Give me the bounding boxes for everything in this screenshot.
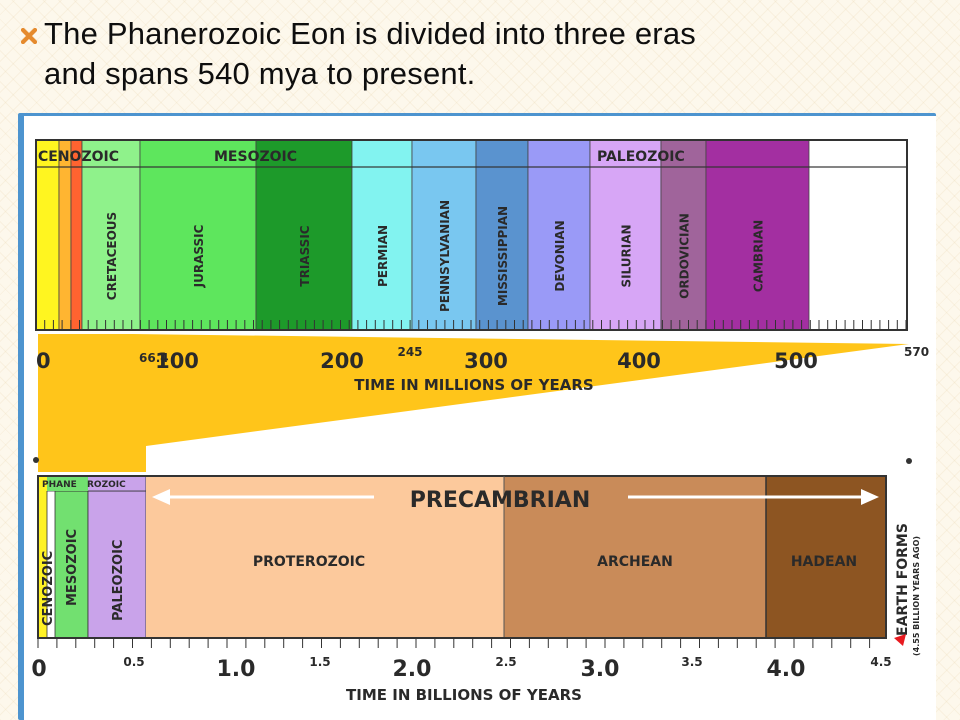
period-bar-cenozoic-1: [58, 139, 72, 331]
bullet-point: The Phanerozoic Eon is divided into thre…: [18, 14, 918, 94]
period-label-mississippian: MISSISSIPPIAN: [496, 206, 510, 306]
phanerozoic-header-green: [38, 476, 88, 491]
bullet-text: The Phanerozoic Eon is divided into thre…: [44, 14, 696, 94]
bullet-text-line-1: The Phanerozoic Eon is divided into thre…: [44, 16, 696, 51]
era-label-cenozoic: CENOZOIC: [38, 149, 119, 165]
top-tick-0: 0: [36, 349, 51, 373]
period-bar-silurian: [589, 139, 662, 331]
precambrian-arrowhead-left: [152, 489, 170, 505]
bottom-cenozoic-label: CENOZOIC: [41, 551, 56, 626]
bottom-proterozoic-bar: [146, 476, 504, 638]
bottom-tick-3-0: 3.0: [581, 657, 620, 682]
bottom-tick-2-5: 2.5: [495, 655, 516, 669]
proterozoic-label: PROTEROZOIC: [253, 554, 365, 570]
period-label-permian: PERMIAN: [376, 225, 390, 287]
top-period-labels: CRETACEOUS JURASSIC TRIASSIC PERMIAN PENNSYL…: [105, 200, 766, 312]
top-tick-500: 500: [774, 349, 818, 373]
bottom-timescale: PHANE ROZOIC PRECAMBRIAN PROTEROZOIC ARC…: [31, 475, 921, 704]
bottom-mesozoic-label: MESOZOIC: [65, 529, 80, 606]
bottom-tick-4-5: 4.5: [870, 655, 891, 669]
bottom-tick-0-5: 0.5: [123, 655, 144, 669]
top-tick-100: 100: [155, 349, 199, 373]
bottom-paleozoic-label: PALEOZOIC: [111, 540, 126, 621]
top-timescale: CENOZOIC MESOZOIC PALEOZOIC CRETACEOUS JU…: [35, 139, 929, 394]
period-bar-cenozoic-0: [35, 139, 60, 331]
top-era-header: [35, 139, 908, 168]
era-label-paleozoic: PALEOZOIC: [597, 149, 685, 165]
bottom-tick-0: 0: [31, 657, 46, 682]
bottom-tick-1-5: 1.5: [309, 655, 330, 669]
top-tick-66-4: 66.4: [139, 351, 169, 365]
period-label-jurassic: JURASSIC: [192, 224, 206, 288]
bottom-tick-4-0: 4.0: [767, 657, 806, 682]
bottom-mesozoic-bar: [54, 490, 89, 639]
top-axis-ticks: [35, 320, 907, 330]
period-label-silurian: SILURIAN: [620, 224, 634, 287]
period-label-cambrian: CAMBRIAN: [752, 220, 766, 292]
bullet-text-line-2: and spans 540 mya to present.: [44, 56, 476, 91]
earth-forms-sublabel: (4.55 BILLION YEARS AGO): [912, 536, 921, 656]
bottom-hadean-bar: [766, 476, 886, 638]
top-tick-300: 300: [464, 349, 508, 373]
top-axis-title: TIME IN MILLIONS OF YEARS: [354, 376, 593, 394]
period-bar-cenozoic-2: [70, 139, 83, 331]
phanerozoic-header-label-b: ROZOIC: [87, 480, 126, 490]
period-label-triassic: TRIASSIC: [298, 225, 312, 286]
bottom-axis-ticks: [37, 638, 871, 648]
period-label-pennsylvanian: PENNSYLVANIAN: [438, 200, 452, 312]
period-label-cretaceous: CRETACEOUS: [105, 212, 119, 300]
top-period-bars: [35, 139, 810, 331]
geologic-time-diagram: CENOZOIC MESOZOIC PALEOZOIC CRETACEOUS JU…: [24, 116, 936, 720]
period-bar-mississippian: [475, 139, 529, 331]
hadean-label: HADEAN: [791, 554, 857, 570]
top-tick-245: 245: [397, 345, 422, 359]
x-mark-icon: [18, 16, 40, 56]
period-bar-permian: [351, 139, 413, 331]
precambrian-label: PRECAMBRIAN: [410, 488, 591, 513]
period-bar-cambrian: [705, 139, 810, 331]
bottom-archean-bar: [504, 476, 766, 638]
bottom-tick-1-0: 1.0: [217, 657, 256, 682]
top-tick-200: 200: [320, 349, 364, 373]
precambrian-arrowhead-right: [861, 489, 879, 505]
top-tick-400: 400: [617, 349, 661, 373]
scale-connector: [38, 334, 909, 472]
top-tick-570: 570: [904, 345, 929, 359]
earth-forms-arrow-icon: [894, 634, 906, 646]
phanerozoic-header-label-a: PHANE: [42, 480, 77, 490]
period-bar-jurassic: [139, 139, 257, 331]
bottom-tick-2-0: 2.0: [393, 657, 432, 682]
phanerozoic-header-yellow: [38, 476, 47, 491]
period-label-ordovician: ORDOVICIAN: [678, 213, 692, 299]
marker-dot-left: [33, 457, 39, 463]
marker-dot-right: [906, 458, 912, 464]
bottom-axis-title: TIME IN BILLIONS OF YEARS: [346, 686, 582, 704]
period-label-devonian: DEVONIAN: [553, 220, 567, 291]
bottom-tick-3-5: 3.5: [681, 655, 702, 669]
archean-label: ARCHEAN: [597, 554, 673, 570]
earth-forms-label: EARTH FORMS: [895, 523, 911, 636]
period-bar-devonian: [527, 139, 591, 331]
era-label-mesozoic: MESOZOIC: [214, 149, 297, 165]
period-bar-ordovician: [660, 139, 707, 331]
